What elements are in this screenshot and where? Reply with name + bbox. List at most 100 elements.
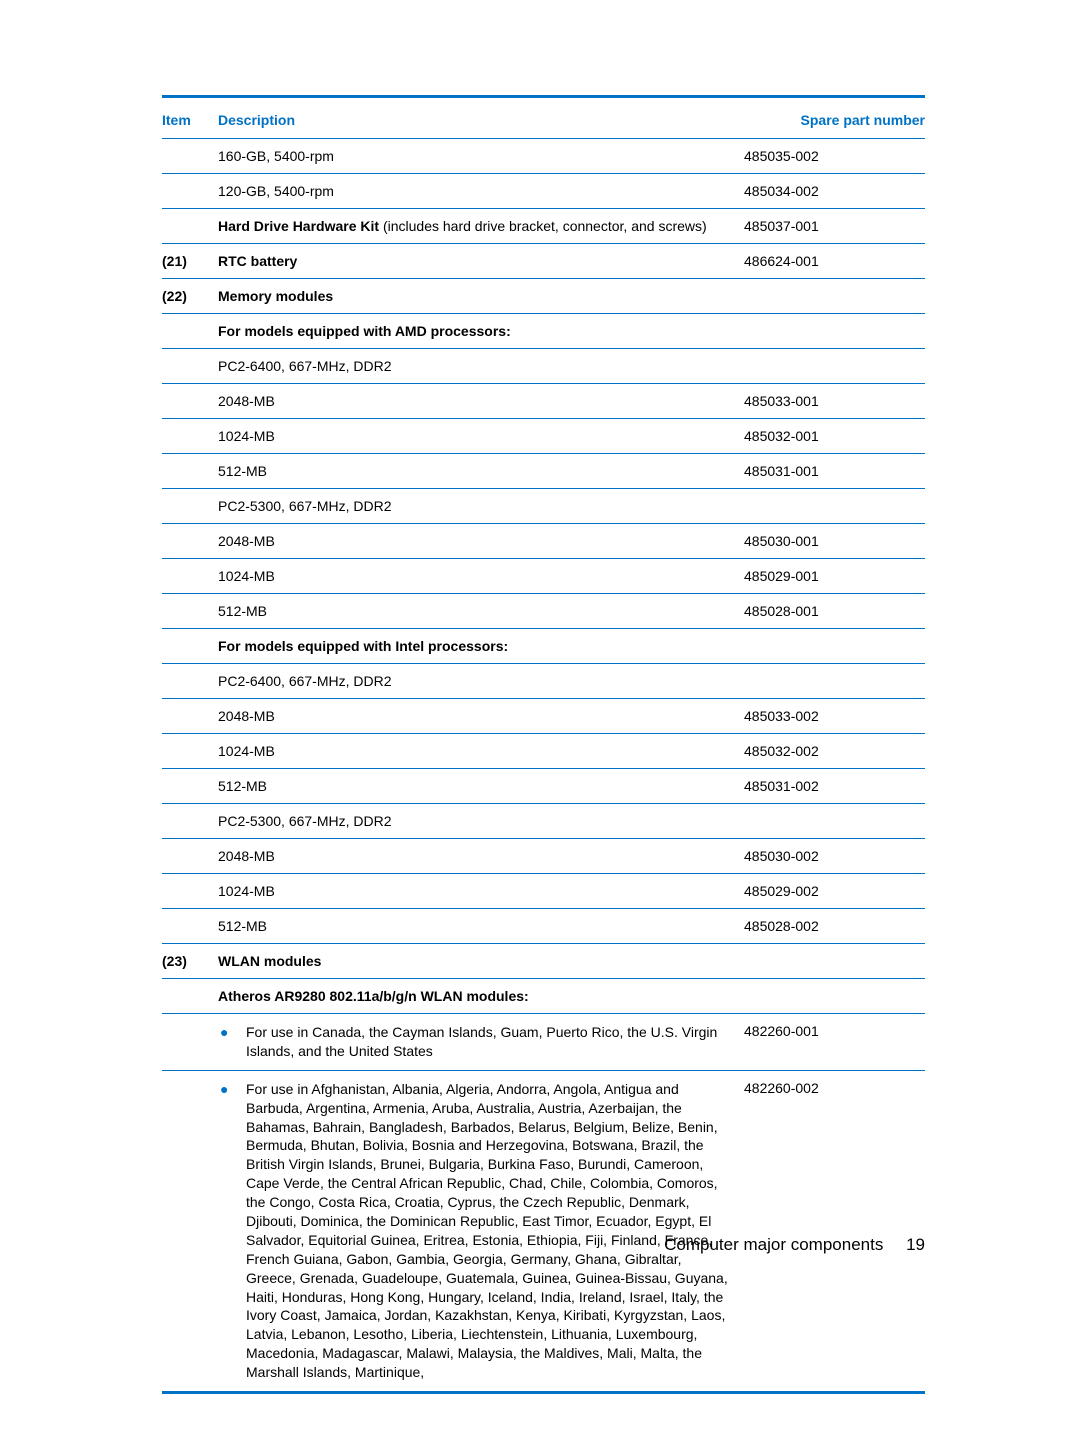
table-row: PC2-5300, 667-MHz, DDR2 bbox=[162, 489, 925, 524]
cell-spare-part-number: 482260-001 bbox=[744, 1014, 925, 1071]
cell-description: Hard Drive Hardware Kit (includes hard d… bbox=[218, 209, 744, 244]
table-row: (21)RTC battery486624-001 bbox=[162, 244, 925, 279]
table-row: 1024-MB485029-001 bbox=[162, 559, 925, 594]
table-header-row: Item Description Spare part number bbox=[162, 97, 925, 139]
cell-item bbox=[162, 454, 218, 489]
cell-spare-part-number bbox=[744, 279, 925, 314]
cell-spare-part-number: 485028-002 bbox=[744, 909, 925, 944]
cell-description: 2048-MB bbox=[218, 839, 744, 874]
table-row: ● For use in Canada, the Cayman Islands, … bbox=[162, 1014, 925, 1071]
cell-description: 160-GB, 5400-rpm bbox=[218, 139, 744, 174]
table-row: Hard Drive Hardware Kit (includes hard d… bbox=[162, 209, 925, 244]
cell-spare-part-number bbox=[744, 944, 925, 979]
cell-item bbox=[162, 349, 218, 384]
cell-description: 1024-MB bbox=[218, 419, 744, 454]
table-row: 2048-MB485030-001 bbox=[162, 524, 925, 559]
cell-item bbox=[162, 979, 218, 1014]
cell-description: 512-MB bbox=[218, 454, 744, 489]
cell-spare-part-number: 485032-001 bbox=[744, 419, 925, 454]
cell-spare-part-number: 485029-002 bbox=[744, 874, 925, 909]
cell-description: For models equipped with AMD processors: bbox=[218, 314, 744, 349]
cell-spare-part-number: 485031-001 bbox=[744, 454, 925, 489]
cell-spare-part-number: 485028-001 bbox=[744, 594, 925, 629]
cell-description: 512-MB bbox=[218, 594, 744, 629]
table-row: 512-MB485031-002 bbox=[162, 769, 925, 804]
cell-description: ●For use in Afghanistan, Albania, Algeri… bbox=[218, 1070, 744, 1392]
cell-spare-part-number: 485035-002 bbox=[744, 139, 925, 174]
cell-item bbox=[162, 384, 218, 419]
cell-description: For models equipped with Intel processor… bbox=[218, 629, 744, 664]
cell-spare-part-number: 485029-001 bbox=[744, 559, 925, 594]
cell-spare-part-number bbox=[744, 629, 925, 664]
cell-description-text: For use in Canada, the Cayman Islands, G… bbox=[246, 1023, 734, 1061]
cell-spare-part-number: 485030-001 bbox=[744, 524, 925, 559]
table-row: 1024-MB485032-002 bbox=[162, 734, 925, 769]
table-row: 1024-MB485029-002 bbox=[162, 874, 925, 909]
header-item: Item bbox=[162, 97, 218, 139]
cell-item bbox=[162, 839, 218, 874]
table-row: 2048-MB485033-001 bbox=[162, 384, 925, 419]
cell-spare-part-number: 485034-002 bbox=[744, 174, 925, 209]
table-row: ●For use in Afghanistan, Albania, Algeri… bbox=[162, 1070, 925, 1392]
cell-item bbox=[162, 664, 218, 699]
cell-item bbox=[162, 139, 218, 174]
bullet-icon: ● bbox=[220, 1025, 228, 1039]
table-row: 160-GB, 5400-rpm485035-002 bbox=[162, 139, 925, 174]
table-row: (23)WLAN modules bbox=[162, 944, 925, 979]
bullet-icon: ● bbox=[220, 1082, 228, 1096]
cell-spare-part-number: 485033-001 bbox=[744, 384, 925, 419]
footer-page-number: 19 bbox=[906, 1235, 925, 1254]
cell-spare-part-number: 485033-002 bbox=[744, 699, 925, 734]
cell-description: 2048-MB bbox=[218, 699, 744, 734]
cell-item bbox=[162, 209, 218, 244]
cell-item bbox=[162, 769, 218, 804]
cell-item bbox=[162, 489, 218, 524]
cell-description: PC2-6400, 667-MHz, DDR2 bbox=[218, 349, 744, 384]
cell-description: 512-MB bbox=[218, 769, 744, 804]
cell-item bbox=[162, 559, 218, 594]
table-row: 512-MB485028-001 bbox=[162, 594, 925, 629]
cell-description: 1024-MB bbox=[218, 734, 744, 769]
cell-spare-part-number: 485030-002 bbox=[744, 839, 925, 874]
cell-description: 1024-MB bbox=[218, 874, 744, 909]
cell-item bbox=[162, 419, 218, 454]
cell-item bbox=[162, 1014, 218, 1071]
cell-item: (22) bbox=[162, 279, 218, 314]
cell-item bbox=[162, 314, 218, 349]
cell-description: ● For use in Canada, the Cayman Islands, … bbox=[218, 1014, 744, 1071]
cell-description: 2048-MB bbox=[218, 384, 744, 419]
cell-spare-part-number: 482260-002 bbox=[744, 1070, 925, 1392]
cell-spare-part-number: 485031-002 bbox=[744, 769, 925, 804]
cell-description: Memory modules bbox=[218, 279, 744, 314]
cell-spare-part-number bbox=[744, 804, 925, 839]
cell-description: Atheros AR9280 802.11a/b/g/n WLAN module… bbox=[218, 979, 744, 1014]
table-row: (22)Memory modules bbox=[162, 279, 925, 314]
table-row: 2048-MB485033-002 bbox=[162, 699, 925, 734]
cell-item: (21) bbox=[162, 244, 218, 279]
cell-description: 120-GB, 5400-rpm bbox=[218, 174, 744, 209]
cell-spare-part-number: 485032-002 bbox=[744, 734, 925, 769]
cell-spare-part-number bbox=[744, 314, 925, 349]
cell-spare-part-number bbox=[744, 979, 925, 1014]
table-row: Atheros AR9280 802.11a/b/g/n WLAN module… bbox=[162, 979, 925, 1014]
header-description: Description bbox=[218, 97, 744, 139]
cell-item bbox=[162, 594, 218, 629]
table-row: 2048-MB485030-002 bbox=[162, 839, 925, 874]
cell-description: PC2-5300, 667-MHz, DDR2 bbox=[218, 804, 744, 839]
cell-item bbox=[162, 804, 218, 839]
footer-section-title: Computer major components bbox=[664, 1235, 883, 1254]
table-row: PC2-5300, 667-MHz, DDR2 bbox=[162, 804, 925, 839]
table-row: 1024-MB485032-001 bbox=[162, 419, 925, 454]
header-spare-part-number: Spare part number bbox=[744, 97, 925, 139]
table-row: 512-MB485028-002 bbox=[162, 909, 925, 944]
cell-spare-part-number bbox=[744, 664, 925, 699]
table-row: PC2-6400, 667-MHz, DDR2 bbox=[162, 349, 925, 384]
cell-description: PC2-6400, 667-MHz, DDR2 bbox=[218, 664, 744, 699]
cell-item bbox=[162, 629, 218, 664]
cell-description: 1024-MB bbox=[218, 559, 744, 594]
cell-spare-part-number bbox=[744, 489, 925, 524]
cell-spare-part-number: 486624-001 bbox=[744, 244, 925, 279]
cell-item bbox=[162, 699, 218, 734]
cell-item bbox=[162, 1070, 218, 1392]
cell-description: 2048-MB bbox=[218, 524, 744, 559]
